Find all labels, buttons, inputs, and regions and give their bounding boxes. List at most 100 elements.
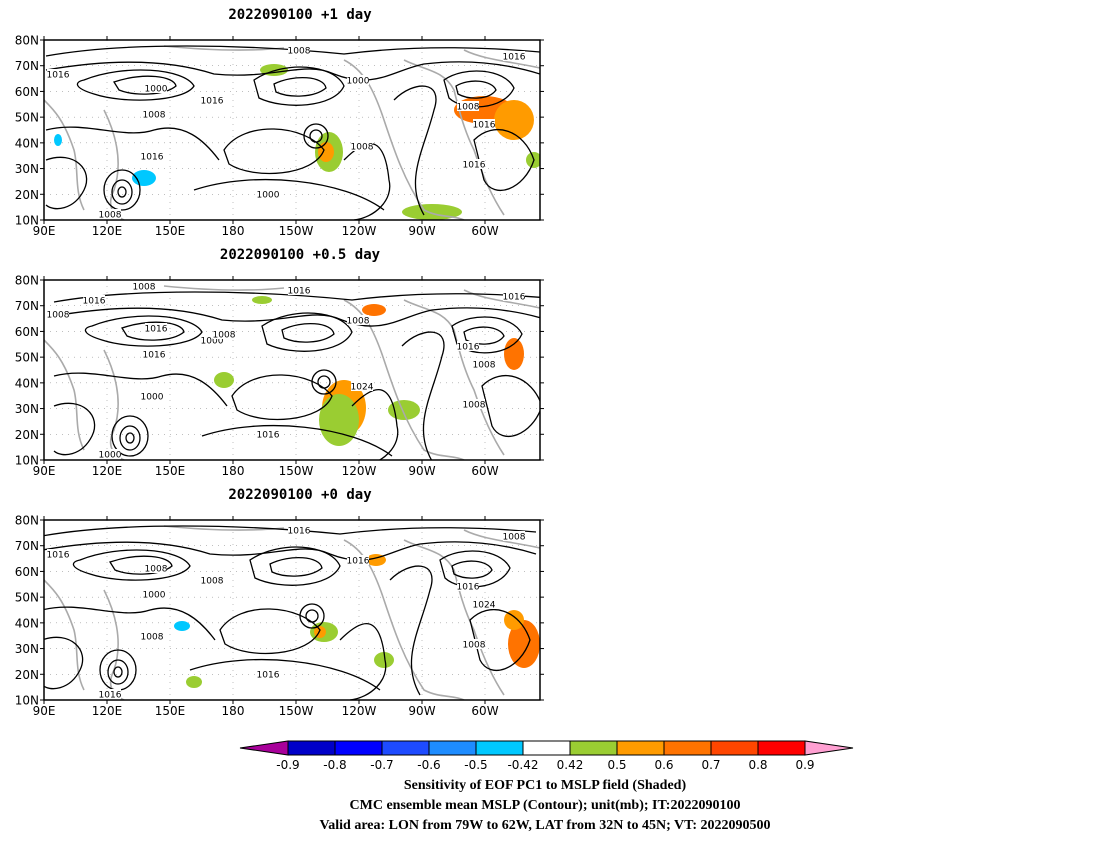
colorbar-tick-label: 0.6 bbox=[654, 758, 673, 772]
colorbar-segment bbox=[429, 741, 476, 755]
mslp-contour bbox=[312, 370, 336, 394]
colorbar-end-left bbox=[240, 741, 288, 755]
colorbar-tick-label: -0.9 bbox=[276, 758, 299, 772]
contour-label: 1008 bbox=[143, 111, 166, 121]
colorbar-segment bbox=[288, 741, 335, 755]
contour-label: 1016 bbox=[143, 351, 166, 361]
contour-label: 1008 bbox=[47, 311, 70, 321]
contour-label: 1016 bbox=[99, 691, 122, 701]
contour-label: 1000 bbox=[347, 77, 370, 87]
coastline bbox=[44, 100, 84, 210]
mslp-contour bbox=[250, 547, 340, 585]
lat-tick-label: 50N bbox=[15, 351, 39, 365]
colorbar-tick-label: -0.42 bbox=[507, 758, 538, 772]
contour-label: 1000 bbox=[99, 451, 122, 461]
mslp-contour bbox=[306, 610, 318, 622]
lon-tick-label: 150W bbox=[279, 224, 314, 238]
mslp-contour bbox=[108, 660, 128, 684]
colorbar-tick-label: 0.8 bbox=[748, 758, 767, 772]
contour-label: 1008 bbox=[473, 361, 496, 371]
contour-label: 1024 bbox=[473, 601, 496, 611]
contour-label: 1008 bbox=[463, 401, 486, 411]
mslp-contour bbox=[482, 376, 542, 437]
mslp-contour bbox=[232, 375, 332, 420]
contour-label: 1016 bbox=[83, 297, 106, 307]
lat-tick-label: 60N bbox=[15, 325, 39, 339]
mslp-contour bbox=[120, 426, 140, 450]
lon-tick-label: 120E bbox=[92, 704, 123, 718]
colorbar-segment bbox=[758, 741, 805, 755]
lon-tick-label: 150W bbox=[279, 464, 314, 478]
mslp-contour bbox=[310, 130, 322, 142]
caption-line-2: CMC ensemble mean MSLP (Contour); unit(m… bbox=[0, 796, 1090, 816]
contour-label: 1016 bbox=[47, 71, 70, 81]
lat-tick-label: 50N bbox=[15, 111, 39, 125]
lat-tick-label: 70N bbox=[15, 299, 39, 313]
lon-tick-label: 90W bbox=[408, 704, 435, 718]
lon-tick-label: 60W bbox=[471, 224, 498, 238]
mslp-contour bbox=[194, 180, 384, 210]
mslp-contour bbox=[270, 558, 322, 576]
lon-tick-label: 150E bbox=[155, 704, 186, 718]
panel-title: 2022090100 +0 day bbox=[0, 487, 600, 503]
lon-tick-label: 90W bbox=[408, 464, 435, 478]
sensitivity-shading bbox=[252, 296, 272, 304]
lat-tick-label: 80N bbox=[15, 274, 39, 288]
mslp-contour bbox=[202, 426, 392, 456]
coastline bbox=[44, 340, 84, 450]
lon-tick-label: 90E bbox=[33, 464, 56, 478]
mslp-contour bbox=[114, 667, 122, 677]
contour-label: 1008 bbox=[347, 317, 370, 327]
contour-label: 1016 bbox=[457, 583, 480, 593]
contour-label: 1008 bbox=[503, 533, 526, 543]
mslp-contour bbox=[390, 566, 432, 695]
mslp-contour bbox=[452, 561, 492, 578]
sensitivity-shading bbox=[54, 134, 62, 146]
lat-tick-label: 80N bbox=[15, 514, 39, 528]
lat-tick-label: 40N bbox=[15, 616, 39, 630]
mslp-contour bbox=[274, 78, 326, 96]
contour-label: 1008 bbox=[141, 633, 164, 643]
colorbar-segment bbox=[617, 741, 664, 755]
lat-tick-label: 80N bbox=[15, 34, 39, 48]
colorbar-tick-label: 0.7 bbox=[701, 758, 720, 772]
lat-tick-label: 70N bbox=[15, 539, 39, 553]
mslp-contour bbox=[126, 433, 134, 443]
lat-tick-label: 20N bbox=[15, 668, 39, 682]
mslp-contour bbox=[54, 403, 95, 454]
contour-label: 1016 bbox=[288, 287, 311, 297]
contour-label: 1016 bbox=[145, 325, 168, 335]
map-panel-1: 1008 1016 1000 1016 1008 1016 1000 1008 1016 1000… bbox=[0, 30, 560, 245]
lon-tick-label: 60W bbox=[471, 464, 498, 478]
colorbar-tick-label: -0.5 bbox=[464, 758, 487, 772]
mslp-contour bbox=[77, 70, 194, 100]
mslp-contour bbox=[254, 67, 344, 105]
lat-tick-label: 30N bbox=[15, 162, 39, 176]
mslp-contour bbox=[220, 609, 320, 654]
colorbar-tick-label: 0.42 bbox=[557, 758, 584, 772]
caption-line-1: Sensitivity of EOF PC1 to MSLP field (Sh… bbox=[0, 776, 1090, 796]
contour-label: 1008 bbox=[351, 143, 374, 153]
lat-tick-label: 40N bbox=[15, 376, 39, 390]
coastline bbox=[164, 286, 284, 290]
contour-label: 1008 bbox=[99, 211, 122, 221]
mslp-contour bbox=[42, 607, 215, 640]
contour-label: 1016 bbox=[473, 121, 496, 131]
contour-label: 1000 bbox=[145, 85, 168, 95]
sensitivity-shading bbox=[319, 394, 359, 446]
colorbar-tick-label: -0.6 bbox=[417, 758, 440, 772]
lat-tick-label: 20N bbox=[15, 188, 39, 202]
mslp-contour bbox=[318, 376, 330, 388]
contour-label: 1008 bbox=[133, 283, 156, 293]
sensitivity-shading bbox=[174, 621, 190, 631]
colorbar-tick-label: -0.8 bbox=[323, 758, 346, 772]
contour-label: 1008 bbox=[201, 577, 224, 587]
colorbar-segment bbox=[382, 741, 429, 755]
mslp-contour bbox=[112, 180, 132, 204]
contour-label: 1016 bbox=[141, 153, 164, 163]
contour-label: 1008 bbox=[457, 103, 480, 113]
lon-tick-label: 120W bbox=[342, 464, 377, 478]
lat-tick-label: 60N bbox=[15, 565, 39, 579]
mslp-contour bbox=[42, 637, 83, 688]
mslp-contour bbox=[282, 324, 334, 342]
